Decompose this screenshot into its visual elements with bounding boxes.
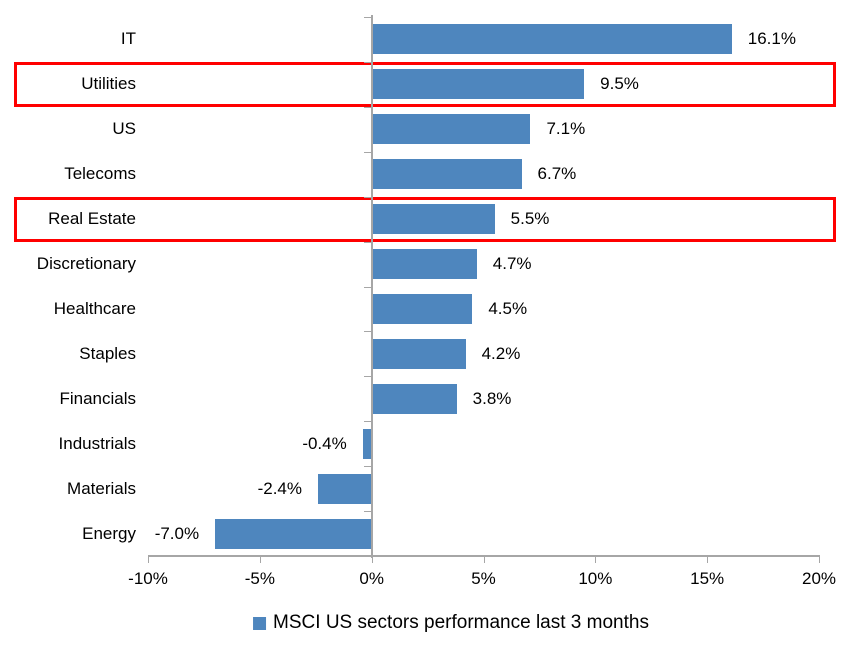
value-label: 7.1% xyxy=(546,119,586,139)
bar-energy xyxy=(215,518,372,549)
x-axis-tick xyxy=(259,557,261,563)
y-axis-tick xyxy=(363,331,371,333)
y-axis-tick xyxy=(363,196,371,198)
y-axis-tick xyxy=(363,421,371,423)
y-axis-tick xyxy=(363,286,371,288)
value-label: 3.8% xyxy=(472,388,512,408)
bar-materials xyxy=(317,473,372,504)
x-axis-tick xyxy=(148,557,149,563)
x-axis-tick xyxy=(483,557,485,563)
category-label: Financials xyxy=(59,388,136,408)
bar-it xyxy=(371,24,732,55)
value-label: 16.1% xyxy=(747,29,796,49)
y-axis-tick xyxy=(363,106,371,108)
bar-healthcare xyxy=(371,293,473,324)
value-label: 9.5% xyxy=(600,74,639,94)
value-label: 4.5% xyxy=(488,298,528,318)
bar-financials xyxy=(371,383,457,414)
legend-marker-icon xyxy=(253,616,267,630)
y-axis-tick xyxy=(363,511,371,513)
x-tick-label: 5% xyxy=(471,569,496,588)
category-label: Staples xyxy=(79,343,136,363)
x-tick-label: 15% xyxy=(690,569,725,588)
value-label: -7.0% xyxy=(154,523,200,543)
y-axis-tick xyxy=(363,376,371,378)
category-label: Materials xyxy=(67,478,136,498)
category-label: US xyxy=(112,119,136,139)
value-label: 4.2% xyxy=(481,343,521,363)
legend: MSCI US sectors performance last 3 month… xyxy=(253,611,649,635)
bar-industrials xyxy=(362,428,372,459)
category-label: Industrials xyxy=(58,433,136,453)
category-label: Telecoms xyxy=(64,164,136,184)
bar-staples xyxy=(371,338,466,369)
value-label: -2.4% xyxy=(257,478,302,498)
x-tick-label: 10% xyxy=(578,569,613,588)
x-axis-tick xyxy=(707,557,709,563)
value-label: 6.7% xyxy=(537,164,577,184)
y-axis-tick xyxy=(363,61,371,63)
category-label: IT xyxy=(120,29,136,49)
y-axis-tick xyxy=(363,466,371,468)
x-tick-label: 0% xyxy=(359,569,384,588)
x-tick-label: -10% xyxy=(128,569,168,588)
category-label: Real Estate xyxy=(48,209,136,229)
x-axis-tick xyxy=(371,557,373,563)
bar-us xyxy=(371,114,531,145)
highlight-box-real-estate xyxy=(14,196,836,242)
bar-telecoms xyxy=(371,159,522,190)
x-tick-label: 20% xyxy=(801,569,837,588)
category-label: Healthcare xyxy=(53,298,136,318)
x-axis-line xyxy=(148,555,820,557)
highlight-box-utilities xyxy=(14,61,836,107)
category-label: Utilities xyxy=(81,74,136,94)
category-label: Discretionary xyxy=(36,254,136,274)
category-label: Energy xyxy=(82,523,136,543)
x-axis-tick xyxy=(595,557,597,563)
value-label: -0.4% xyxy=(302,433,347,453)
legend-label: MSCI US sectors performance last 3 month… xyxy=(273,612,649,633)
x-tick-label: -5% xyxy=(244,569,275,588)
y-axis-line xyxy=(370,15,373,558)
value-label: 4.7% xyxy=(492,254,532,274)
x-axis-tick xyxy=(819,557,820,563)
bar-real-estate xyxy=(371,204,495,235)
bar-discretionary xyxy=(371,249,477,280)
y-axis-tick xyxy=(363,241,371,243)
y-axis-tick xyxy=(363,151,371,153)
bar-utilities xyxy=(371,69,585,100)
y-axis-tick xyxy=(363,17,371,18)
value-label: 5.5% xyxy=(510,209,550,229)
